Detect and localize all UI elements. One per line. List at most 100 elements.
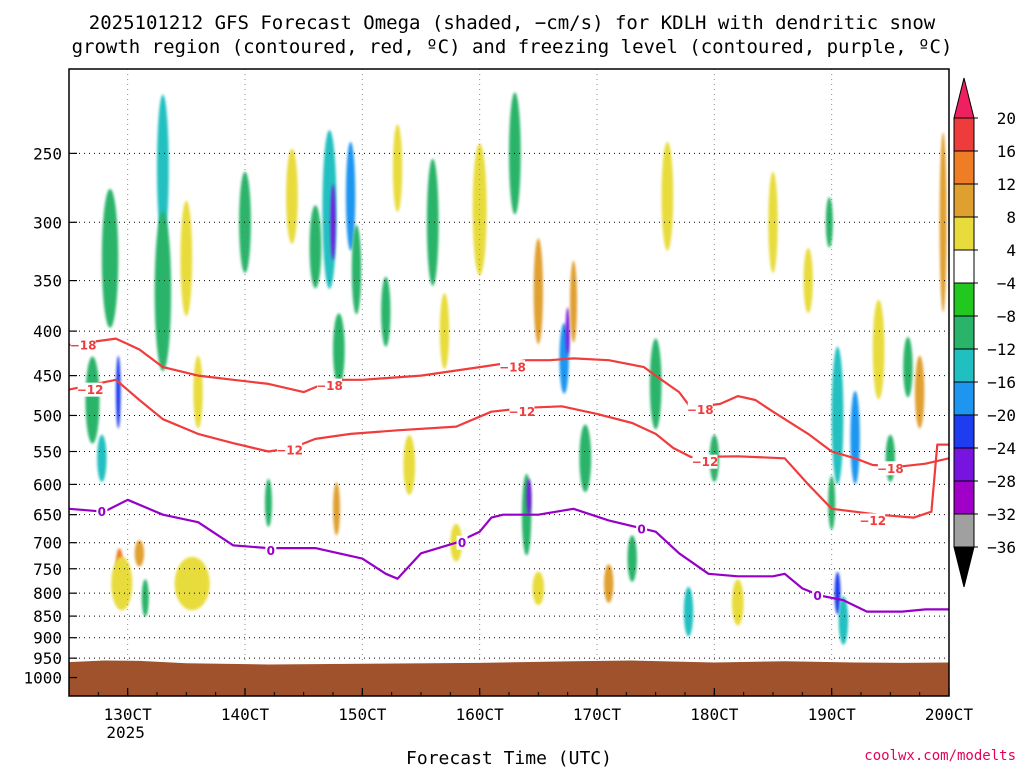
colorbar-label-5: −4 xyxy=(997,274,1016,293)
chart-title-line-1: 2025101212 GFS Forecast Omega (shaded, −… xyxy=(89,12,936,34)
x-tick-label-190CT: 190CT xyxy=(808,705,857,724)
omega-cell-32 xyxy=(526,478,532,516)
omega-cell-13 xyxy=(239,171,251,274)
omega-cell-3 xyxy=(115,355,121,429)
colorbar-segment-9 xyxy=(953,414,975,449)
contour-label-2-2: 0 xyxy=(458,536,466,550)
colorbar-label-1: 16 xyxy=(997,142,1016,161)
contour-label-1-3: −12 xyxy=(692,455,719,469)
colorbar-label-12: −32 xyxy=(987,505,1016,524)
omega-cell-50 xyxy=(831,346,844,485)
colorbar-label-0: 20 xyxy=(997,109,1016,128)
omega-cell-8 xyxy=(157,94,169,242)
contour-label-2-0: 0 xyxy=(98,505,106,519)
colorbar-segment-12 xyxy=(953,513,975,548)
y-tick-label-600: 600 xyxy=(33,475,62,494)
x-tick-sublabel-130CT: 2025 xyxy=(106,723,145,742)
omega-cell-53 xyxy=(850,390,860,485)
contour-label-0-1: −18 xyxy=(316,379,343,393)
omega-cell-16 xyxy=(309,205,322,289)
colorbar-label-11: −28 xyxy=(987,472,1016,491)
y-tick-label-350: 350 xyxy=(33,272,62,291)
colorbar-segment-3 xyxy=(953,216,975,251)
omega-cell-18 xyxy=(330,184,336,261)
y-tick-label-500: 500 xyxy=(33,406,62,425)
contour-label-bg-2-2 xyxy=(456,535,468,550)
x-tick-label-180CT: 180CT xyxy=(690,705,739,724)
ground-surface xyxy=(69,660,949,696)
omega-cell-34 xyxy=(532,571,545,606)
y-axis: 250 300 350 400 450 500 550 600 650 700 750 800 850 9… xyxy=(23,144,77,688)
y-tick-label-700: 700 xyxy=(33,534,62,553)
x-tick-label-160CT: 160CT xyxy=(456,705,505,724)
colorbar-segment-1 xyxy=(953,150,975,185)
contour-label-bg-2-1 xyxy=(265,543,277,558)
y-tick-label-1000: 1000 xyxy=(23,669,62,688)
omega-cell-1 xyxy=(97,434,107,482)
x-tick-label-130CT: 130CT xyxy=(104,705,153,724)
omega-cell-7 xyxy=(141,579,149,617)
omega-cell-15 xyxy=(286,148,298,244)
contour-label-1-4: −12 xyxy=(859,514,886,528)
contour-label-bg-0-1 xyxy=(316,378,342,393)
omega-cell-37 xyxy=(570,260,578,343)
contour-label-bg-1-4 xyxy=(860,513,886,528)
omega-cell-5 xyxy=(111,556,133,611)
y-tick-label-300: 300 xyxy=(33,213,62,232)
x-tick-label-150CT: 150CT xyxy=(338,705,387,724)
colorbar-label-4: 4 xyxy=(1006,241,1016,260)
y-tick-label-550: 550 xyxy=(33,443,62,462)
y-tick-label-900: 900 xyxy=(33,629,62,648)
contour-label-bg-1-0 xyxy=(77,382,103,397)
colorbar-label-10: −24 xyxy=(987,439,1016,458)
omega-cell-19 xyxy=(333,482,341,536)
colorbar-label-3: 8 xyxy=(1006,208,1016,227)
omega-cell-58 xyxy=(939,132,947,313)
x-tick-label-200CT: 200CT xyxy=(925,705,974,724)
contour-label-1-1: −12 xyxy=(276,444,303,458)
contour-label-bg-0-2 xyxy=(500,360,526,375)
x-axis-title: Forecast Time (UTC) xyxy=(406,748,612,768)
contour-label-1-0: −12 xyxy=(77,383,104,397)
omega-cell-40 xyxy=(627,535,637,582)
omega-cell-54 xyxy=(872,299,885,400)
omega-cell-25 xyxy=(403,435,416,495)
ground-layer xyxy=(69,660,949,696)
omega-cell-39 xyxy=(604,564,614,604)
colorbar-segment-4 xyxy=(953,249,975,284)
omega-cell-41 xyxy=(649,338,662,430)
contour-label-2-4: 0 xyxy=(813,589,821,603)
colorbar-segment-10 xyxy=(953,447,975,482)
colorbar-label-9: −20 xyxy=(987,406,1016,425)
contour-label-0-4: −18 xyxy=(877,462,904,476)
y-tick-label-250: 250 xyxy=(33,144,62,163)
colorbar-label-2: 12 xyxy=(997,175,1016,194)
omega-cell-23 xyxy=(381,276,391,347)
y-tick-label-400: 400 xyxy=(33,322,62,341)
contour-label-0-2: −18 xyxy=(499,361,526,375)
y-tick-label-450: 450 xyxy=(33,367,62,386)
omega-cell-43 xyxy=(683,586,694,637)
contour-label-bg-0-4 xyxy=(877,461,903,476)
colorbar-segment-2 xyxy=(953,183,975,218)
y-tick-label-850: 850 xyxy=(33,607,62,626)
contour-label-bg-0-3 xyxy=(687,402,713,417)
contour-label-1-2: −12 xyxy=(509,405,536,419)
contour-label-bg-0-0 xyxy=(70,338,96,353)
colorbar-segment-8 xyxy=(953,381,975,416)
y-tick-label-800: 800 xyxy=(33,584,62,603)
contour-label-bg-2-0 xyxy=(96,504,108,519)
omega-cell-9 xyxy=(154,211,172,372)
y-tick-label-650: 650 xyxy=(33,506,62,525)
colorbar-label-8: −16 xyxy=(987,373,1016,392)
y-tick-label-950: 950 xyxy=(33,649,62,668)
omega-cell-45 xyxy=(731,579,744,626)
colorbar-segment-11 xyxy=(953,480,975,515)
plot-background xyxy=(69,69,949,696)
omega-cell-11 xyxy=(174,556,210,611)
colorbar-label-13: −36 xyxy=(987,538,1016,557)
omega-cell-22 xyxy=(351,224,362,315)
contour-label-layer: −18 −18 −18 −18 −18 −12 −12 −12 −12 −12 0 0 0 0 0 xyxy=(70,338,904,603)
